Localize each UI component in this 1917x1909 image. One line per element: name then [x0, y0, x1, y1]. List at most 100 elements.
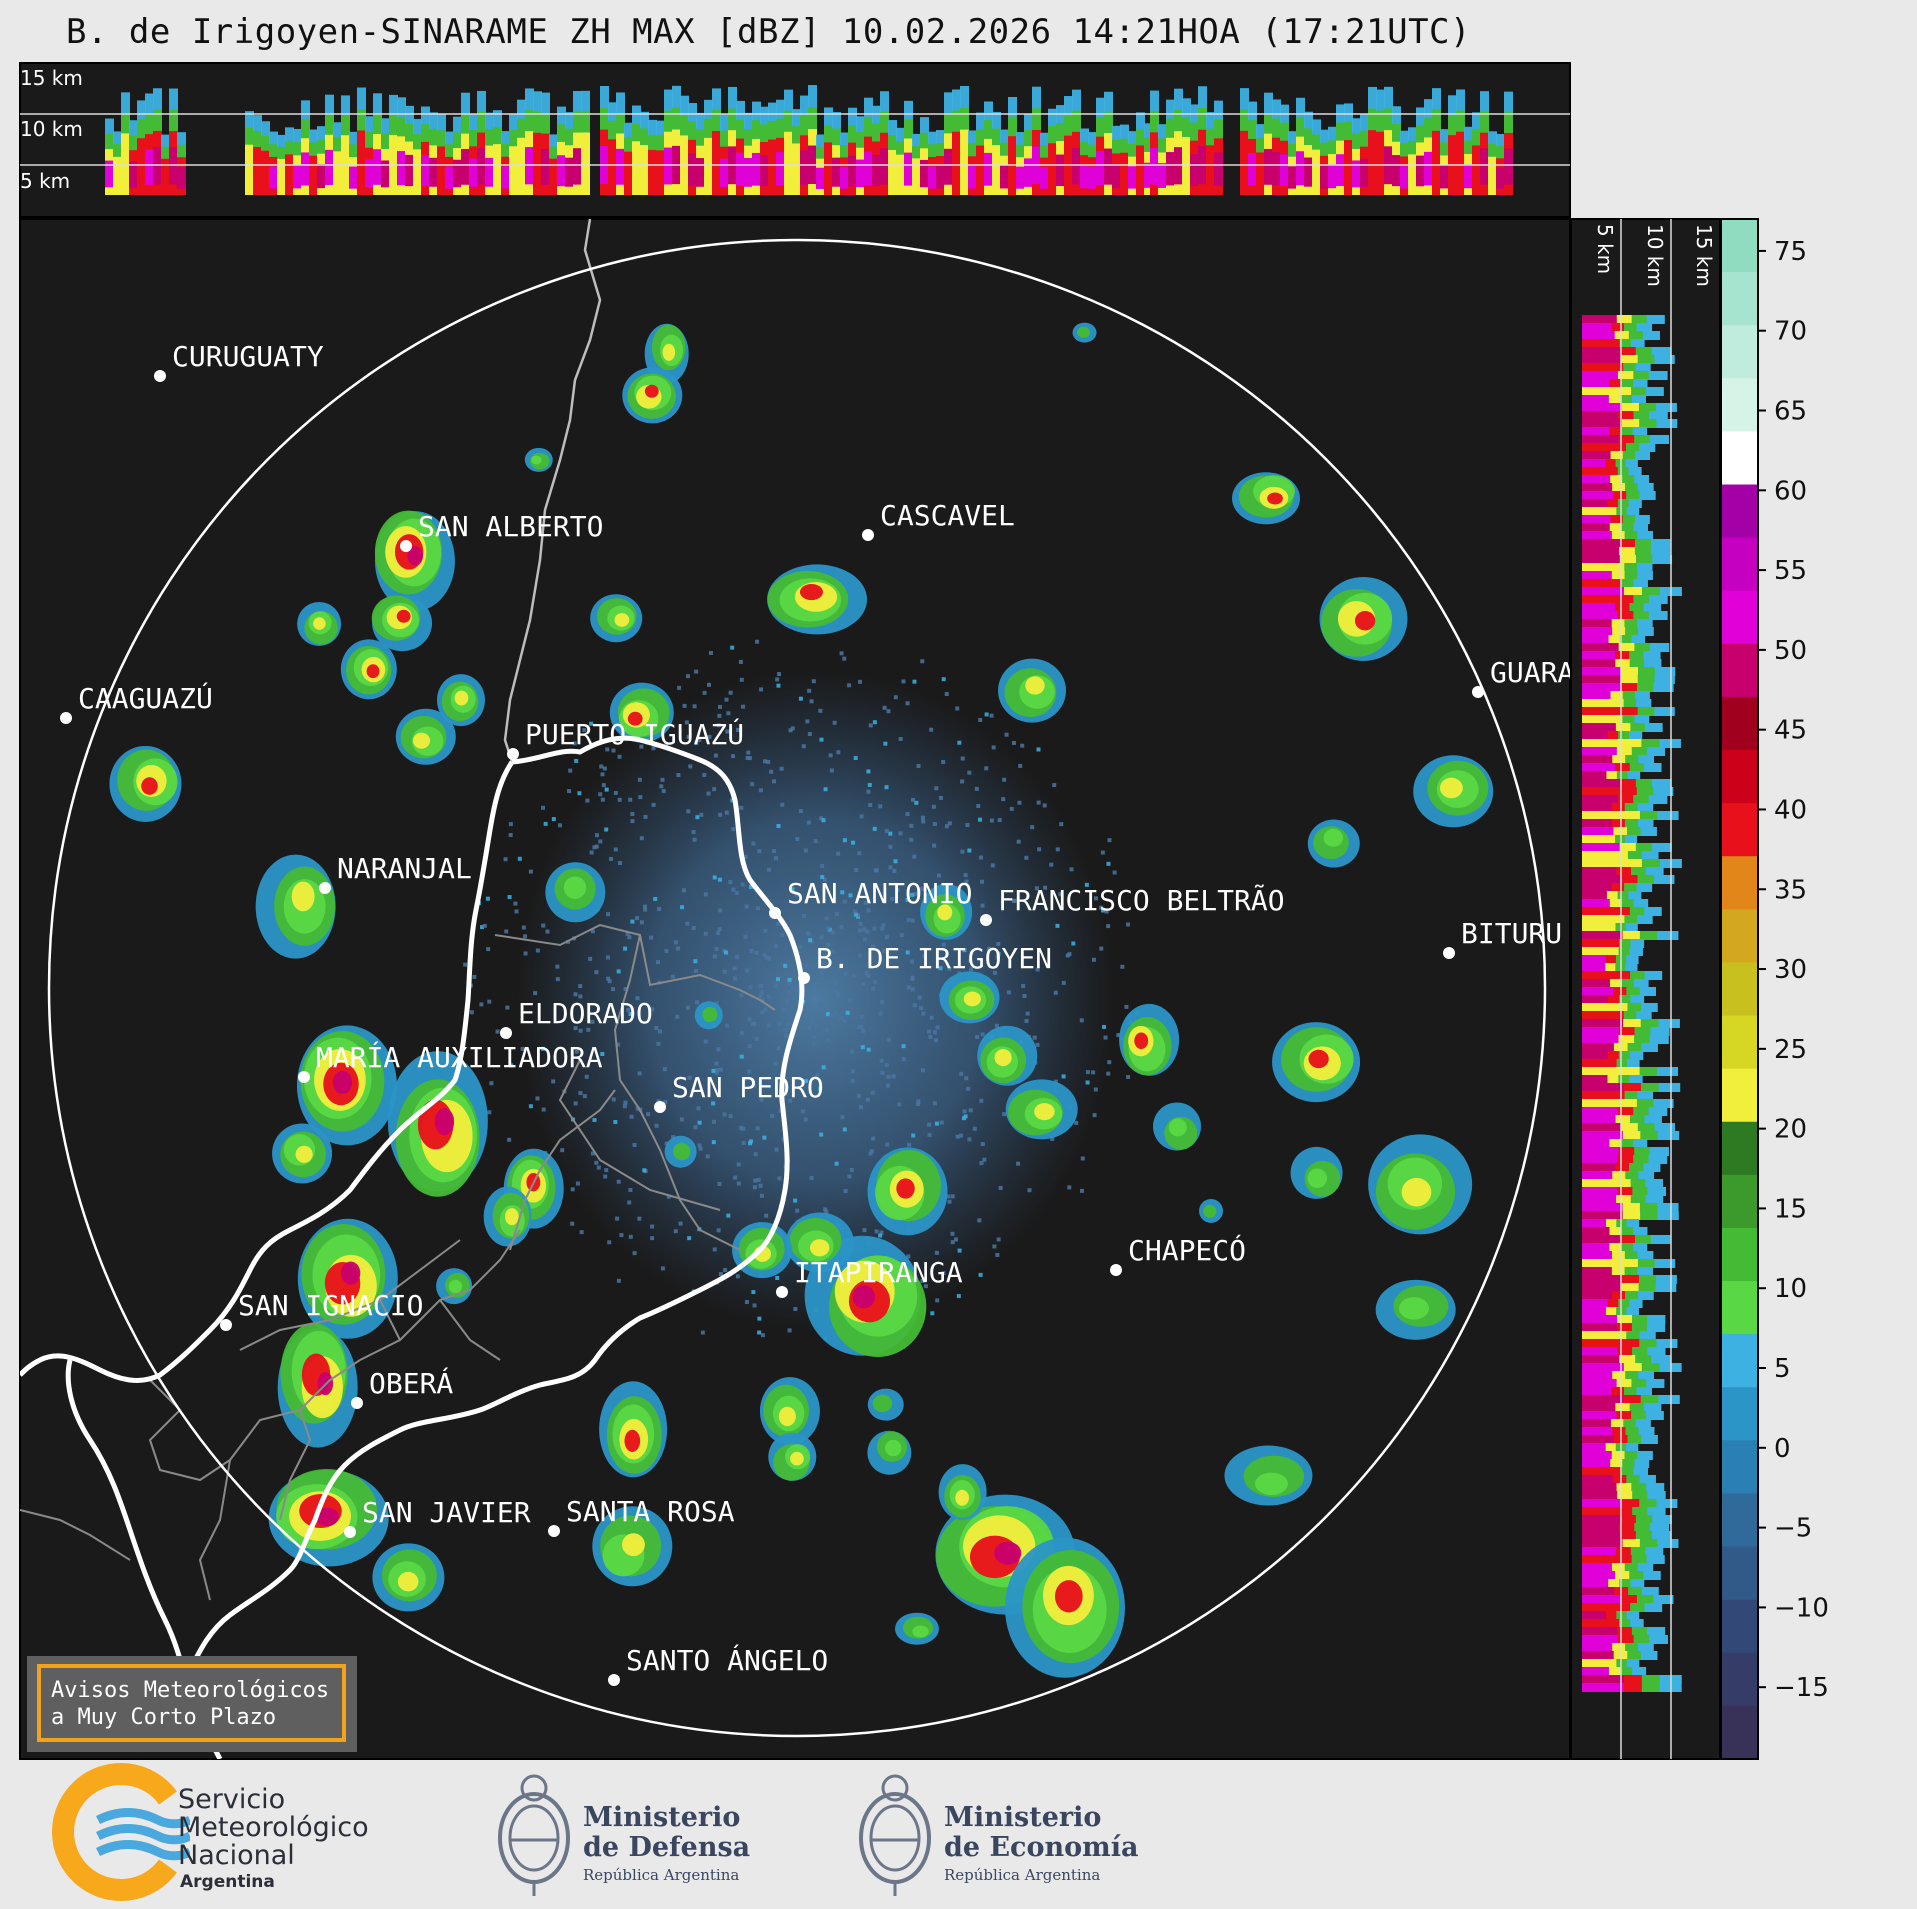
clutter-speck: [897, 1102, 902, 1107]
clutter-speck: [695, 1000, 700, 1005]
clutter-speck: [728, 880, 733, 885]
clutter-speck: [901, 1044, 906, 1049]
profile-echo: [1582, 619, 1612, 628]
profile-echo: [1582, 411, 1619, 420]
clutter-speck: [599, 764, 604, 769]
clutter-speck: [909, 837, 914, 842]
clutter-speck: [955, 706, 960, 711]
clutter-speck: [703, 931, 708, 936]
clutter-speck: [888, 831, 893, 836]
clutter-speck: [642, 1168, 647, 1173]
echo-blob: [313, 617, 326, 630]
clutter-speck: [867, 782, 872, 787]
profile-echo: [1582, 1291, 1613, 1300]
clutter-speck: [663, 1100, 668, 1105]
clutter-speck: [826, 942, 831, 947]
clutter-speck: [821, 1065, 826, 1070]
map-title: B. de Irigoyen-SINARAME ZH MAX [dBZ] 10.…: [66, 12, 1471, 52]
clutter-speck: [722, 1112, 727, 1117]
clutter-speck: [694, 741, 699, 746]
clutter-speck: [732, 966, 737, 971]
top-level-label: 5 km: [20, 169, 70, 193]
clutter-speck: [686, 734, 691, 739]
colorbar-tick-label: 25: [1774, 1035, 1807, 1065]
echo-blob: [434, 1108, 455, 1136]
clutter-speck: [691, 830, 696, 835]
clutter-speck: [857, 679, 862, 684]
echo-blob: [1354, 611, 1376, 631]
profile-echo: [928, 166, 937, 189]
clutter-speck: [989, 818, 994, 823]
profile-echo: [1136, 145, 1145, 195]
profile-echo: [1582, 563, 1625, 572]
clutter-speck: [748, 1141, 753, 1146]
echo-blob: [994, 1541, 1022, 1565]
clutter-speck: [540, 805, 545, 810]
clutter-speck: [772, 849, 777, 854]
clutter-speck: [974, 786, 979, 791]
clutter-speck: [916, 764, 921, 769]
echo-blob: [454, 690, 469, 706]
colorbar-swatch: [1721, 1281, 1758, 1335]
clutter-speck: [658, 1029, 663, 1034]
clutter-speck: [980, 1032, 985, 1037]
clutter-speck: [1126, 922, 1131, 927]
colorbar-swatch: [1721, 1121, 1758, 1176]
clutter-speck: [623, 946, 628, 951]
clutter-speck: [755, 639, 760, 644]
clutter-speck: [929, 727, 934, 732]
city-dot: [220, 1319, 232, 1331]
echo-blob: [1401, 1177, 1432, 1207]
profile-echo: [1582, 1531, 1620, 1540]
clutter-speck: [1036, 747, 1041, 752]
clutter-speck: [574, 758, 579, 763]
profile-echo: [1582, 1683, 1624, 1692]
clutter-speck: [671, 1135, 676, 1140]
clutter-speck: [849, 1167, 854, 1172]
clutter-speck: [804, 963, 809, 968]
clutter-speck: [711, 1140, 716, 1145]
profile-echo: [1582, 547, 1620, 556]
clutter-speck: [1099, 905, 1104, 910]
clutter-speck: [1067, 1185, 1072, 1190]
clutter-speck: [858, 1105, 863, 1110]
clutter-speck: [851, 1069, 856, 1074]
clutter-speck: [1016, 1161, 1021, 1166]
colorbar-swatch: [1721, 1387, 1758, 1441]
profile-echo: [1582, 451, 1611, 460]
profile-echo: [1582, 1427, 1613, 1436]
notice-box[interactable]: Avisos Meteorológicos a Muy Corto Plazo: [27, 1656, 357, 1752]
clutter-speck: [1059, 822, 1064, 827]
clutter-speck: [906, 917, 911, 922]
profile-echo: [1582, 443, 1626, 452]
clutter-speck: [590, 929, 595, 934]
profile-echo: [1582, 331, 1615, 340]
city-label: ITAPIRANGA: [794, 1256, 963, 1289]
clutter-speck: [741, 1140, 746, 1145]
clutter-speck: [651, 746, 656, 751]
echo-blob: [624, 1429, 641, 1452]
clutter-speck: [630, 819, 635, 824]
clutter-speck: [866, 769, 871, 774]
colorbar-swatch: [1721, 272, 1758, 326]
profile-echo: [1582, 419, 1623, 428]
profile-echo: [856, 159, 865, 188]
clutter-speck: [759, 1193, 764, 1198]
range-ring: [47, 238, 1547, 1738]
profile-echo: [1582, 1147, 1619, 1156]
clutter-speck: [969, 967, 974, 972]
profile-echo: [1480, 148, 1489, 185]
profile-echo: [1582, 611, 1618, 620]
clutter-speck: [716, 1228, 721, 1233]
profile-echo: [1376, 131, 1385, 195]
city-dot: [60, 712, 72, 724]
clutter-speck: [752, 1021, 757, 1026]
clutter-speck: [823, 787, 828, 792]
clutter-speck: [567, 789, 572, 794]
clutter-speck: [927, 1029, 932, 1034]
clutter-speck: [884, 785, 889, 790]
profile-echo: [1582, 1523, 1619, 1532]
profile-echo: [1582, 435, 1619, 444]
clutter-speck: [923, 1284, 928, 1289]
clutter-speck: [936, 873, 941, 878]
